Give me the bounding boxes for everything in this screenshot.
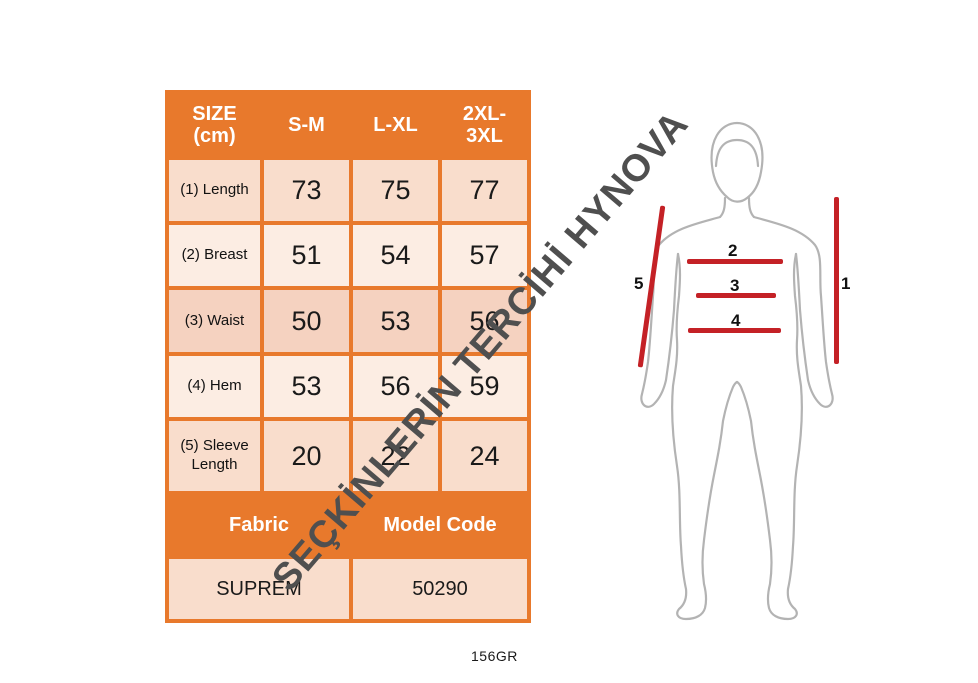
measure-line-waist	[696, 293, 776, 298]
cell-length-lxl: 75	[353, 160, 438, 221]
model-code-value: 50290	[353, 559, 527, 619]
cell-sleeve-2xl3xl: 24	[442, 421, 527, 491]
measure-label-hem: 4	[731, 311, 741, 330]
cell-waist-2xl3xl: 56	[442, 290, 527, 352]
cell-breast-sm: 51	[264, 225, 349, 286]
fabric-header: Fabric	[169, 495, 349, 555]
row-label-breast: (2) Breast	[169, 225, 260, 286]
cell-length-sm: 73	[264, 160, 349, 221]
measure-line-hem	[688, 328, 781, 333]
measure-line-length	[834, 197, 839, 364]
hairline	[714, 138, 760, 168]
row-label-waist: (3) Waist	[169, 290, 260, 352]
cell-waist-lxl: 53	[353, 290, 438, 352]
fabric-value: SUPREM	[169, 559, 349, 619]
cell-breast-lxl: 54	[353, 225, 438, 286]
cell-breast-2xl3xl: 57	[442, 225, 527, 286]
cell-length-2xl3xl: 77	[442, 160, 527, 221]
cell-hem-sm: 53	[264, 356, 349, 417]
model-code-header: Model Code	[353, 495, 527, 555]
head-outline	[710, 121, 764, 203]
header-s-m: S-M	[264, 94, 349, 156]
measure-label-breast: 2	[728, 241, 738, 260]
row-label-hem: (4) Hem	[169, 356, 260, 417]
weight-footnote: 156GR	[471, 648, 518, 664]
cell-sleeve-sm: 20	[264, 421, 349, 491]
measure-label-waist: 3	[730, 276, 740, 295]
row-label-sleeve-length: (5) Sleeve Length	[169, 421, 260, 491]
cell-waist-sm: 50	[264, 290, 349, 352]
cell-sleeve-lxl: 22	[353, 421, 438, 491]
body-outline-figure	[640, 121, 834, 621]
header-2xl-3xl: 2XL- 3XL	[442, 94, 527, 156]
header-l-xl: L-XL	[353, 94, 438, 156]
measure-label-sleeve: 5	[634, 274, 644, 293]
header-size-cm: SIZE (cm)	[169, 94, 260, 156]
cell-hem-lxl: 56	[353, 356, 438, 417]
size-table: SIZE (cm) S-M L-XL 2XL- 3XL (1) Length 7…	[165, 90, 531, 623]
row-label-length: (1) Length	[169, 160, 260, 221]
measure-line-breast	[687, 259, 783, 264]
measure-label-length: 1	[841, 274, 851, 293]
cell-hem-2xl3xl: 59	[442, 356, 527, 417]
